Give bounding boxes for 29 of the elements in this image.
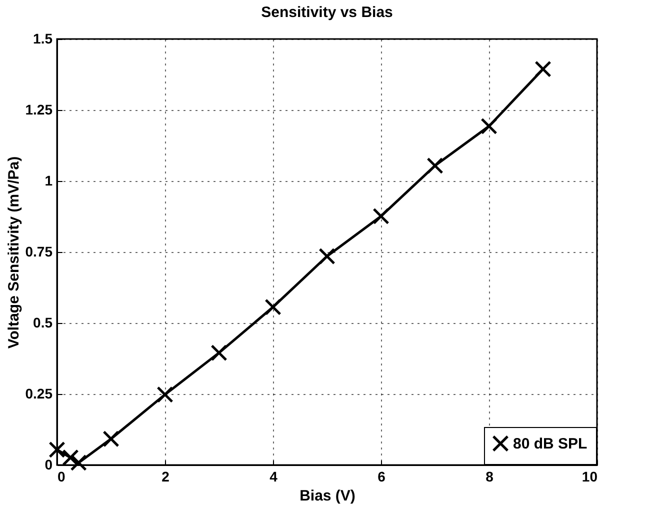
point: [210, 344, 228, 362]
point: [102, 430, 120, 448]
y-tick-label: 0.25: [25, 386, 53, 402]
chart-title: Sensitivity vs Bias: [261, 4, 393, 21]
point: [70, 454, 87, 472]
point: [156, 386, 174, 403]
x-tick-label: 8: [486, 468, 494, 484]
point: [480, 118, 498, 135]
y-tick-label: 0.75: [25, 244, 53, 260]
x-tick-label: 4: [270, 468, 278, 484]
y-axis-title: Voltage Sensitivity (mV/Pa): [5, 156, 22, 349]
point: [372, 208, 390, 225]
legend-label: 80 dB SPL: [513, 436, 588, 452]
y-tick-label: 1: [44, 172, 53, 188]
point: [318, 248, 336, 265]
y-tick-label: 1.5: [33, 30, 53, 46]
x-tick-label: 2: [162, 468, 170, 484]
point: [534, 60, 552, 78]
point: [62, 449, 79, 466]
point: [264, 298, 282, 316]
y-tick-label: 1.25: [25, 102, 53, 118]
x-tick-label: 6: [378, 468, 386, 484]
x-axis-title: Bias (V): [300, 488, 356, 504]
point: [426, 157, 444, 174]
y-tick-label: 0: [44, 456, 53, 472]
x-tick-label: 10: [582, 468, 598, 484]
x-tick-label: 0: [58, 468, 66, 484]
y-tick-label: 0.5: [33, 314, 53, 330]
point: [48, 441, 66, 458]
